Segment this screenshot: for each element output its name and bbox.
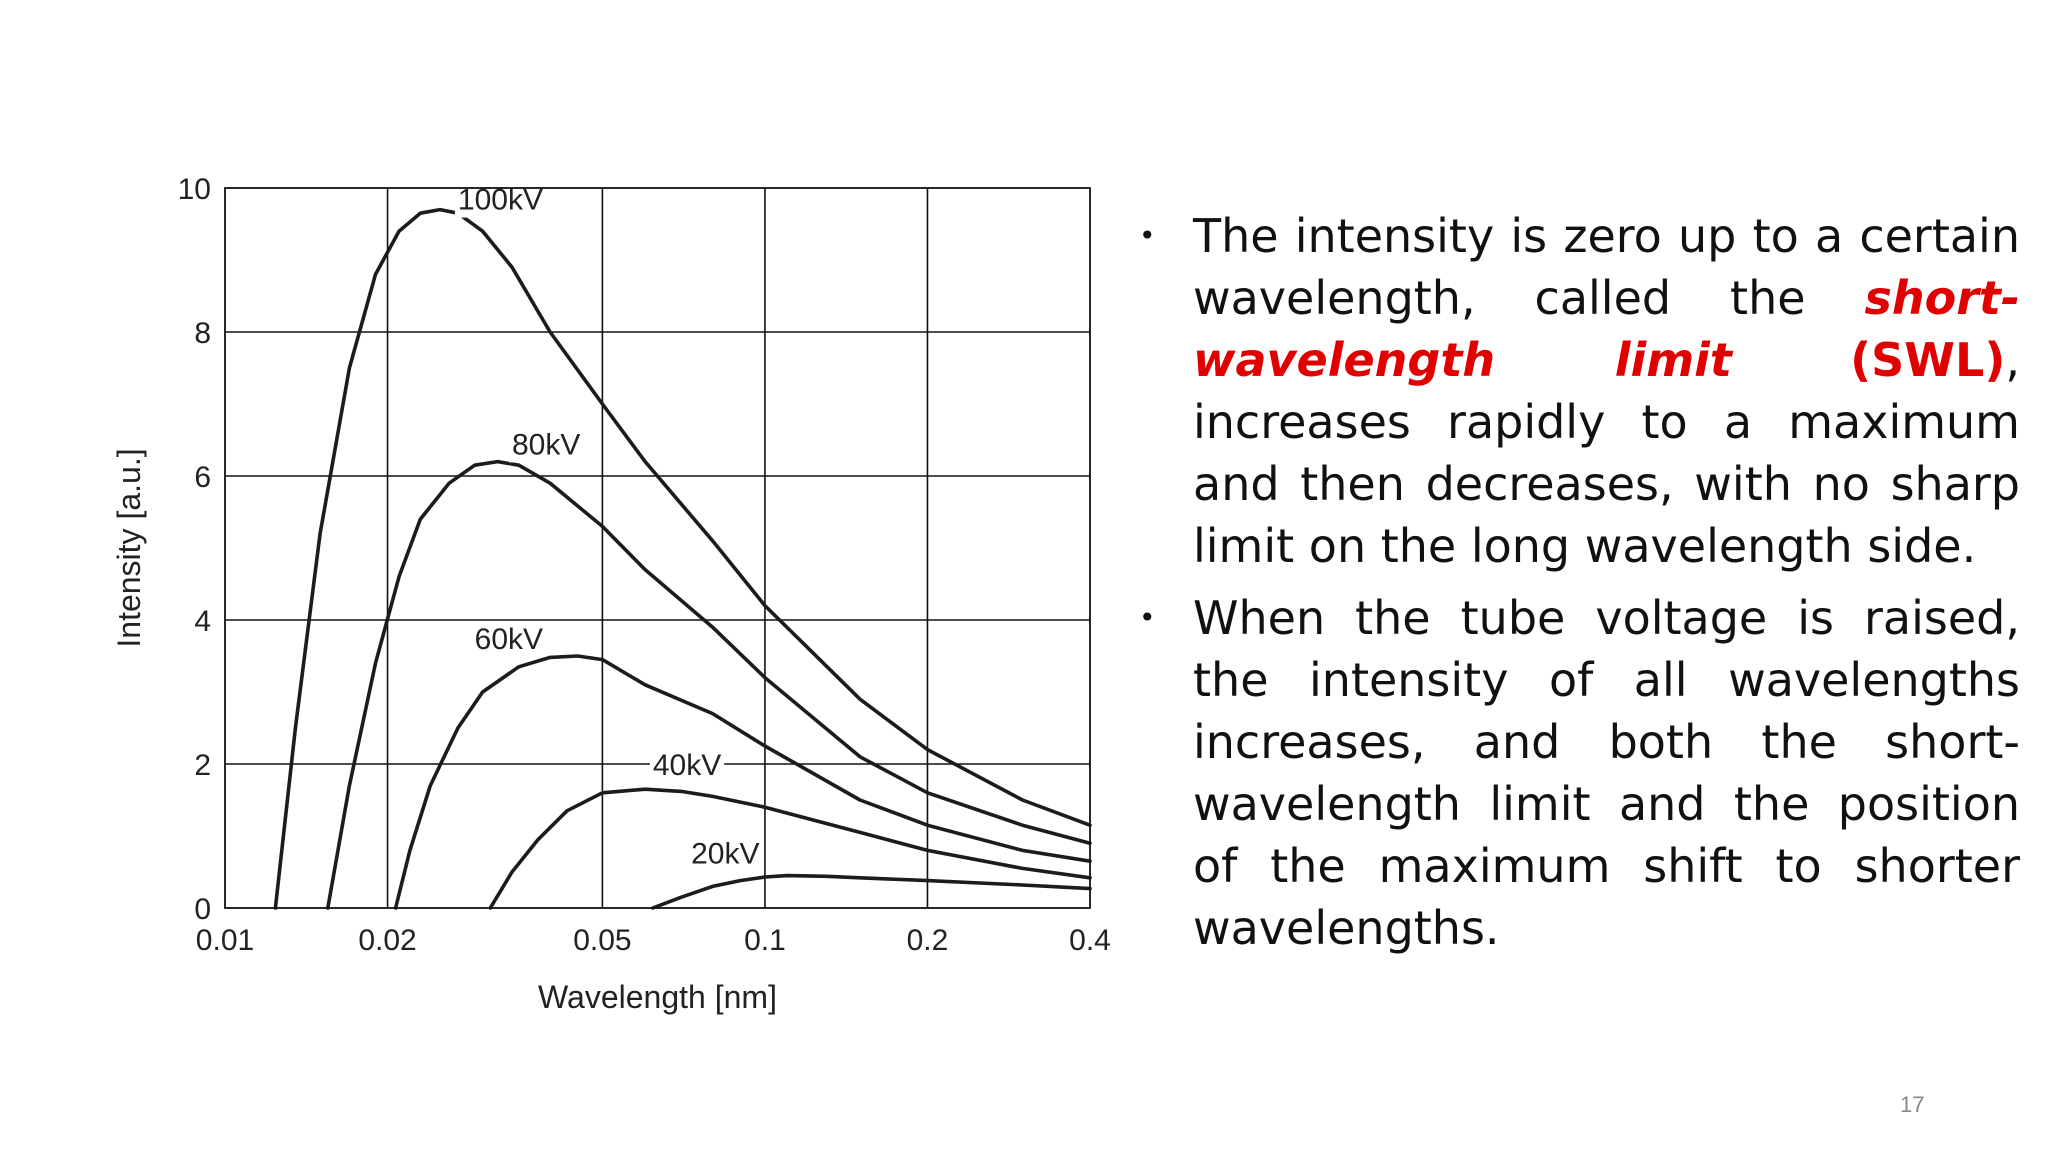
y-tick-label-3: 6 (194, 461, 211, 494)
plot-frame (224, 187, 1091, 909)
bullet-dot-icon: • (1139, 601, 1156, 634)
swl-abbreviation: (SWL) (1850, 333, 2006, 387)
x-tick-label-3: 0.1 (744, 924, 786, 957)
y-axis-title: Intensity [a.u.] (111, 448, 147, 647)
series-label-40kV: 40kV (653, 749, 721, 782)
bullet-item-2: • When the tube voltage is raised, the i… (1135, 587, 2020, 959)
x-axis-title: Wavelength [nm] (538, 979, 777, 1015)
x-tick-label-1: 0.02 (358, 924, 416, 957)
page-number: 17 (1900, 1092, 1925, 1117)
series-label-bg-20kV (688, 836, 763, 872)
x-tick-label-0: 0.01 (196, 924, 254, 957)
y-tick-label-1: 2 (194, 749, 211, 782)
y-tick-label-0: 0 (194, 893, 211, 926)
bullet-1-text-before: The intensity is zero up to a certain wa… (1193, 209, 2020, 325)
series-label-60kV: 60kV (475, 623, 543, 656)
y-tick-label-5: 10 (178, 173, 211, 206)
bullet-1-space (1732, 333, 1850, 387)
bullet-1-text-after: , increases rapidly to a maximum and the… (1193, 333, 2021, 573)
series-label-80kV: 80kV (512, 428, 580, 461)
series-curve-60kV (393, 654, 1092, 910)
series-curve-80kV (326, 459, 1092, 910)
x-tick-label-5: 0.4 (1069, 924, 1111, 957)
series-label-bg-40kV (649, 747, 725, 783)
series-label-bg-60kV (471, 621, 547, 657)
x-tick-label-4: 0.2 (907, 924, 949, 957)
series-label-100kV: 100kV (458, 184, 543, 217)
series-label-bg-80kV (508, 427, 584, 463)
series-label-20kV: 20kV (691, 837, 759, 870)
spectrum-chart: 100kV 80kV 60kV 40kV 20kV 0.01 0.02 0.05 0.1 0.2 0… (100, 150, 1130, 1050)
chart-svg: 100kV 80kV 60kV 40kV 20kV 0.01 0.02 0.05 0.1 0.2 0… (111, 173, 1111, 1015)
y-tick-label-4: 8 (194, 317, 211, 350)
bullet-2-text: When the tube voltage is raised, the int… (1193, 591, 2020, 955)
bullet-item-1: • The intensity is zero up to a certain … (1135, 205, 2020, 577)
bullet-list: • The intensity is zero up to a certain … (1135, 205, 2020, 969)
series-curve-100kV (273, 207, 1092, 910)
series-curve-40kV (488, 787, 1092, 910)
bullet-dot-icon: • (1139, 219, 1156, 252)
series-curve-20kV (651, 873, 1092, 910)
swl-term: short-wavelength limit (1193, 271, 2020, 387)
x-tick-label-2: 0.05 (573, 924, 631, 957)
y-tick-label-2: 4 (194, 605, 211, 638)
